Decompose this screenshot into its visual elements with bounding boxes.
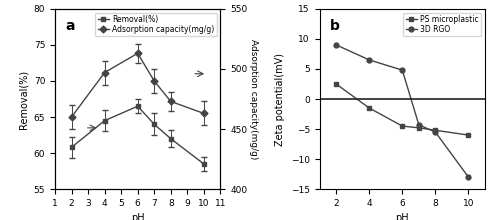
- Line: PS microplastic: PS microplastic: [334, 82, 471, 138]
- 3D RGO: [432, 131, 438, 133]
- 3D RGO: [416, 124, 422, 126]
- PS microplastic: [333, 83, 339, 85]
- 3D RGO: [400, 69, 406, 72]
- Line: 3D RGO: 3D RGO: [334, 42, 471, 180]
- Y-axis label: Removal(%): Removal(%): [18, 70, 28, 128]
- X-axis label: pH: pH: [396, 213, 409, 220]
- 3D RGO: [333, 44, 339, 46]
- 3D RGO: [466, 176, 471, 178]
- PS microplastic: [432, 129, 438, 132]
- 3D RGO: [366, 59, 372, 61]
- PS microplastic: [400, 125, 406, 127]
- PS microplastic: [466, 134, 471, 136]
- Y-axis label: Zeta potential(mV): Zeta potential(mV): [276, 53, 285, 145]
- X-axis label: pH: pH: [131, 213, 144, 220]
- Text: a: a: [65, 19, 74, 33]
- Y-axis label: Adsorption capacity(mg/g): Adsorption capacity(mg/g): [250, 39, 258, 159]
- Text: b: b: [330, 19, 340, 33]
- Legend: PS microplastic, 3D RGO: PS microplastic, 3D RGO: [404, 13, 481, 36]
- Legend: Removal(%), Adsorption capacity(mg/g): Removal(%), Adsorption capacity(mg/g): [95, 13, 216, 36]
- PS microplastic: [366, 107, 372, 109]
- PS microplastic: [416, 126, 422, 129]
